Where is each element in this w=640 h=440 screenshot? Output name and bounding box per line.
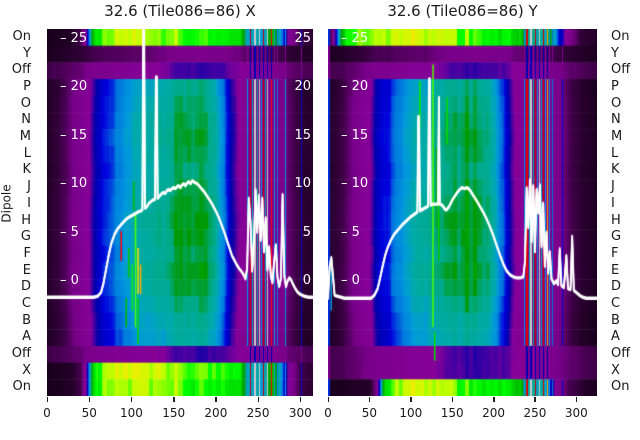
inner-ytick-label-panel0-25: – 25 — [60, 30, 88, 46]
x-tick-panel0-250 — [257, 397, 260, 402]
x-tick-panel1-250 — [534, 397, 536, 402]
row-label-leftside-c-16: C — [21, 295, 31, 311]
heatmap-panel-y — [328, 29, 597, 396]
inner-ytick-label-rightedge-0: 0 — [302, 273, 311, 288]
row-label-rightside-e-14: E — [611, 262, 620, 278]
x-tick-panel0-300 — [299, 397, 302, 402]
x-tick-label-panel0-100: 100 — [119, 406, 143, 420]
x-tick-label-panel1-250: 250 — [523, 406, 547, 420]
row-label-leftside-h-11: H — [21, 212, 31, 228]
row-label-rightside-l-7: L — [611, 145, 619, 161]
row-label-rightside-g-12: G — [611, 229, 622, 245]
row-label-leftside-on-21: On — [12, 379, 31, 395]
x-tick-label-panel0-300: 300 — [288, 406, 312, 420]
x-tick-label-panel1-300: 300 — [564, 406, 588, 420]
x-tick-label-panel1-100: 100 — [399, 406, 423, 420]
x-tick-panel1-50 — [368, 397, 371, 402]
inner-ytick-label-panel0-20: – 20 — [60, 79, 88, 94]
x-tick-panel1-200 — [493, 397, 495, 402]
x-tick-label-panel0-0: 0 — [43, 406, 51, 420]
inner-ytick-label-panel1-25: – 25 — [341, 30, 369, 46]
inner-ytick-label-panel0-5: – 5 — [60, 224, 79, 240]
row-label-leftside-p-3: P — [23, 79, 31, 95]
row-label-rightside-f-13: F — [611, 245, 619, 261]
row-label-rightside-a-18: A — [611, 329, 620, 345]
right-panel-title: 32.6 (Tile086=86) Y — [387, 2, 538, 20]
row-label-leftside-n-5: N — [21, 112, 31, 128]
x-tick-panel1-100 — [410, 397, 412, 402]
inner-ytick-label-panel1-20: – 20 — [341, 79, 369, 94]
row-label-rightside-on-21: On — [611, 379, 630, 395]
row-label-leftside-off-19: Off — [11, 345, 31, 361]
inner-ytick-label-panel0-0: – 0 — [60, 273, 79, 288]
inner-ytick-label-rightedge-5: 5 — [302, 224, 311, 240]
inner-ytick-label-panel1-10: – 10 — [341, 176, 369, 191]
inner-ytick-label-panel0-15: – 15 — [60, 127, 88, 143]
row-label-leftside-f-13: F — [23, 245, 31, 261]
row-label-leftside-off-2: Off — [11, 62, 31, 78]
row-label-rightside-k-8: K — [611, 162, 620, 178]
x-tick-label-panel0-50: 50 — [81, 406, 97, 420]
row-label-leftside-i-10: I — [27, 195, 31, 211]
inner-ytick-label-rightedge-20: 20 — [294, 79, 311, 94]
row-label-leftside-k-8: K — [22, 162, 31, 178]
row-label-rightside-o-4: O — [611, 95, 622, 111]
x-tick-label-panel0-150: 150 — [162, 406, 186, 420]
row-label-rightside-y-1: Y — [611, 45, 619, 61]
row-label-leftside-x-20: X — [22, 362, 31, 378]
row-label-leftside-a-18: A — [22, 329, 31, 345]
x-tick-panel1-0 — [327, 397, 329, 402]
row-label-rightside-j-9: J — [611, 179, 615, 195]
row-label-rightside-n-5: N — [611, 112, 621, 128]
row-label-rightside-m-6: M — [611, 129, 623, 145]
row-label-rightside-p-3: P — [611, 79, 619, 95]
x-tick-label-panel0-200: 200 — [204, 406, 228, 420]
x-tick-panel0-150 — [173, 397, 175, 402]
inner-ytick-label-panel0-10: – 10 — [60, 176, 88, 191]
row-label-rightside-c-16: C — [611, 295, 621, 311]
inner-ytick-label-rightedge-10: 10 — [294, 176, 311, 191]
row-label-leftside-on-0: On — [12, 29, 31, 44]
inner-ytick-label-rightedge-15: 15 — [294, 127, 311, 143]
row-label-rightside-off-2: Off — [611, 62, 631, 78]
inner-ytick-label-panel1-15: – 15 — [341, 127, 369, 143]
row-label-rightside-h-11: H — [611, 212, 621, 228]
row-label-leftside-l-7: L — [23, 145, 31, 161]
row-label-leftside-m-6: M — [19, 129, 31, 145]
x-tick-label-panel1-0: 0 — [324, 406, 332, 420]
x-tick-panel0-100 — [130, 397, 133, 402]
row-label-leftside-y-1: Y — [23, 45, 31, 61]
row-label-rightside-on-0: On — [611, 29, 630, 44]
inner-ytick-label-panel1-5: – 5 — [341, 224, 360, 240]
row-label-rightside-d-15: D — [611, 279, 622, 295]
row-label-leftside-d-15: D — [20, 279, 31, 295]
x-tick-label-panel1-150: 150 — [440, 406, 464, 420]
x-tick-label-panel0-250: 250 — [246, 406, 270, 420]
x-tick-label-panel1-200: 200 — [482, 406, 505, 420]
x-tick-panel1-150 — [451, 397, 454, 402]
x-tick-panel1-300 — [575, 397, 578, 402]
row-label-leftside-j-9: J — [27, 179, 31, 195]
row-label-leftside-o-4: O — [20, 95, 31, 111]
row-label-rightside-b-17: B — [611, 312, 620, 328]
row-label-leftside-b-17: B — [22, 312, 31, 328]
x-tick-panel0-50 — [88, 397, 91, 402]
row-label-leftside-e-14: E — [22, 262, 31, 278]
inner-ytick-label-panel1-0: – 0 — [341, 273, 360, 288]
inner-ytick-label-rightedge-25: 25 — [294, 30, 311, 46]
x-tick-label-panel1-50: 50 — [361, 406, 378, 420]
row-label-rightside-off-19: Off — [611, 345, 631, 361]
row-label-leftside-g-12: G — [20, 229, 31, 245]
left-panel-title: 32.6 (Tile086=86) X — [104, 2, 256, 20]
row-label-rightside-i-10: I — [611, 195, 615, 211]
row-label-rightside-x-20: X — [611, 362, 620, 378]
heatmap-panel-x — [47, 29, 313, 396]
x-tick-panel0-0 — [46, 397, 48, 402]
x-tick-panel0-200 — [215, 397, 217, 402]
